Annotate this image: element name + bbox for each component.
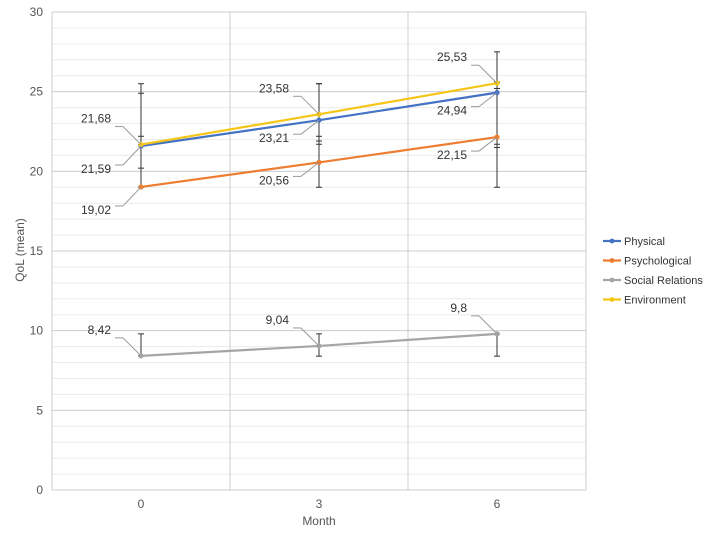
y-tick-label: 10 xyxy=(30,324,44,338)
legend-item-label: Social Relations xyxy=(624,275,703,287)
x-tick-label: 6 xyxy=(494,497,501,511)
data-label: 23,58 xyxy=(259,81,289,95)
data-label: 20,56 xyxy=(259,173,289,187)
legend-marker xyxy=(609,277,615,283)
data-label: 21,59 xyxy=(81,162,111,176)
data-label: 8,42 xyxy=(88,323,112,337)
data-label: 23,21 xyxy=(259,131,289,145)
chart-legend: Physical Psychological Social Relations Env… xyxy=(603,236,703,307)
legend-item-label: Psychological xyxy=(624,256,691,268)
x-axis-ticks: 0 3 6 xyxy=(138,497,501,511)
legend-marker xyxy=(609,297,615,302)
y-tick-label: 0 xyxy=(36,483,43,497)
data-label: 24,94 xyxy=(437,104,467,118)
data-label-leader xyxy=(122,126,142,145)
legend-item-label: Physical xyxy=(624,236,665,248)
data-label-leader xyxy=(122,186,142,207)
data-labels: 21,59 23,21 24,94 19,02 20,56 22,15 8,42 9,04 9,… xyxy=(81,50,498,357)
error-bars xyxy=(138,51,500,357)
x-tick-label: 3 xyxy=(316,497,323,511)
y-tick-label: 20 xyxy=(30,164,44,178)
data-label-leader xyxy=(478,64,498,84)
legend-marker xyxy=(609,238,615,244)
data-label-leader xyxy=(300,327,320,347)
data-label-leader xyxy=(300,162,320,177)
data-label-leader xyxy=(478,92,498,108)
data-label-leader xyxy=(478,315,498,335)
data-label: 22,15 xyxy=(437,148,467,162)
data-label: 19,02 xyxy=(81,203,111,217)
y-tick-label: 30 xyxy=(30,5,44,19)
y-tick-label: 5 xyxy=(36,403,43,417)
legend-item-label: Environment xyxy=(624,295,686,307)
legend-marker xyxy=(609,258,615,263)
y-axis-title: QoL (mean) xyxy=(13,218,27,282)
data-label-leader xyxy=(300,119,320,135)
data-label-leader xyxy=(122,145,142,166)
data-label-leader xyxy=(300,95,320,115)
data-label: 9,04 xyxy=(266,313,290,327)
y-tick-label: 25 xyxy=(30,85,44,99)
y-tick-label: 15 xyxy=(30,244,44,258)
x-tick-label: 0 xyxy=(138,497,145,511)
data-label: 9,8 xyxy=(450,301,467,315)
data-label-leader xyxy=(122,337,142,357)
data-label-leader xyxy=(478,136,498,152)
data-label: 25,53 xyxy=(437,50,467,64)
data-label: 21,68 xyxy=(81,112,111,126)
x-axis-title: Month xyxy=(302,514,335,528)
y-axis-ticks: 0 5 10 15 20 25 30 xyxy=(30,5,44,497)
